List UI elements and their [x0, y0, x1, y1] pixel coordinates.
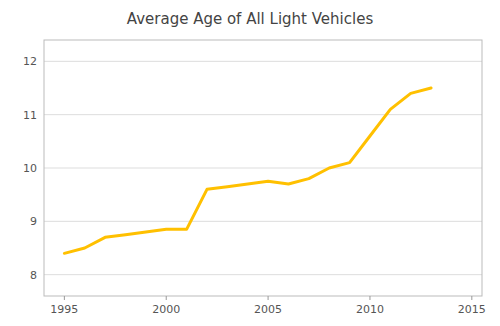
x-tick	[471, 296, 472, 300]
x-tick-label: 2005	[254, 303, 282, 316]
grid-line	[44, 221, 482, 222]
grid-line	[44, 114, 482, 115]
x-tick-label: 2015	[458, 303, 486, 316]
chart-svg: Average Age of All Light Vehicles 8 9 10 11 1…	[0, 0, 500, 326]
grid-line	[44, 61, 482, 62]
chart-title: Average Age of All Light Vehicles	[127, 10, 374, 28]
x-tick	[64, 296, 65, 300]
chart-container: Average Age of All Light Vehicles 8 9 10 11 1…	[0, 0, 500, 326]
x-tick-label: 2000	[152, 303, 180, 316]
y-tick-label: 9	[30, 215, 37, 228]
plot-frame	[44, 40, 482, 296]
y-axis: 8 9 10 11 12	[23, 55, 482, 281]
x-tick	[268, 296, 269, 300]
data-line	[64, 88, 431, 253]
x-tick	[369, 296, 370, 300]
x-tick-label: 1995	[50, 303, 78, 316]
grid-line	[44, 168, 482, 169]
y-tick-label: 10	[23, 162, 37, 175]
x-tick	[166, 296, 167, 300]
y-tick-label: 11	[23, 109, 37, 122]
grid-line	[44, 274, 482, 275]
y-tick-label: 12	[23, 55, 37, 68]
x-tick-label: 2010	[356, 303, 384, 316]
plot-area	[64, 88, 431, 253]
x-axis: 1995 2000 2005 2010 2015	[50, 296, 485, 316]
y-tick-label: 8	[30, 269, 37, 282]
